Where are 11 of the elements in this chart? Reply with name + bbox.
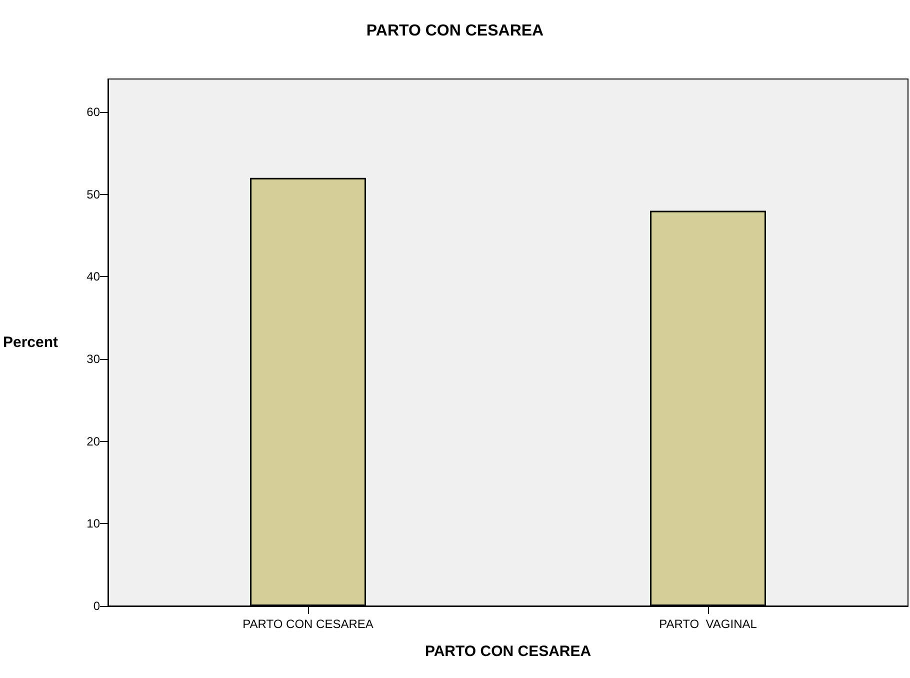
y-axis-title: Percent (2, 334, 58, 351)
y-tick-label: 0 (93, 599, 100, 613)
y-tick-label: 10 (86, 516, 100, 531)
y-tick-label: 50 (86, 187, 100, 202)
x-tick-label: PARTO VAGINAL (659, 617, 758, 631)
chart-title: PARTO CON CESAREA (366, 22, 544, 40)
y-tick-label: 60 (86, 104, 100, 119)
y-tick-label: 30 (86, 352, 100, 366)
y-tick-label: 40 (86, 270, 100, 284)
x-axis-title: PARTO CON CESAREA (424, 643, 592, 660)
y-tick-label: 20 (86, 434, 100, 448)
